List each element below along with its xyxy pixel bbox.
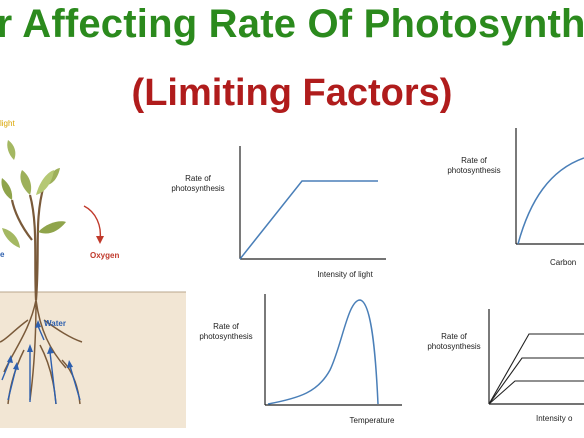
graph-light-ylabel-1: Rate of [185,174,211,183]
graph-co2-ylabel: Rate of photosynthesis [436,156,512,176]
oxygen-label: Oxygen [90,251,120,260]
graph-temperature-ylabel-2: photosynthesis [199,332,253,341]
graph-temperature-xlabel: Temperature [349,416,395,425]
graph-temperature-ylabel-1: Rate of [213,322,239,331]
graph-multi-ylabel: Rate of photosynthesis [416,332,492,352]
stem [10,184,46,301]
water-arrows [1,325,81,405]
leaf [36,170,54,195]
water-arrowheads [7,320,73,370]
graph-multi-xlabel: Intensity o [536,414,573,423]
graph-temperature [264,294,402,406]
graph-light-curve [239,180,378,260]
graph-co2-ylabel-2: photosynthesis [447,166,501,175]
graph-temperature-curve [267,299,379,405]
leaf [7,140,16,160]
left-partial-label: e [0,250,5,259]
graph-multi-curves [488,333,584,405]
leaf [38,221,66,234]
graph-light-xlabel: Intensity of light [317,270,373,279]
graph-co2-xlabel: Carbon [550,258,577,267]
graph-co2-curve [517,157,584,245]
graph-multi-ylabel-2: photosynthesis [427,342,481,351]
graph-light-ylabel-2: photosynthesis [171,184,225,193]
plant-illustration [0,140,186,428]
light-label: light [0,119,15,128]
graph-multi-ylabel-1: Rate of [441,332,467,341]
oxygen-arrowhead [96,236,104,244]
graph-light-intensity [239,146,386,260]
soil [0,292,186,428]
title-line-1: or Affecting Rate Of Photosynthe [0,2,584,46]
leaf [20,170,32,195]
graph-multi-plateau [488,309,584,405]
title-line-2: (Limiting Factors) [131,72,453,114]
graph-light-ylabel: Rate of photosynthesis [160,174,236,194]
water-label: Water [44,319,66,328]
graph-temperature-ylabel: Rate of photosynthesis [188,322,264,342]
leaf [1,178,13,200]
graph-co2-ylabel-1: Rate of [461,156,487,165]
oxygen-arrow [83,205,102,241]
leaf [2,228,20,248]
graph-co2 [515,128,584,245]
